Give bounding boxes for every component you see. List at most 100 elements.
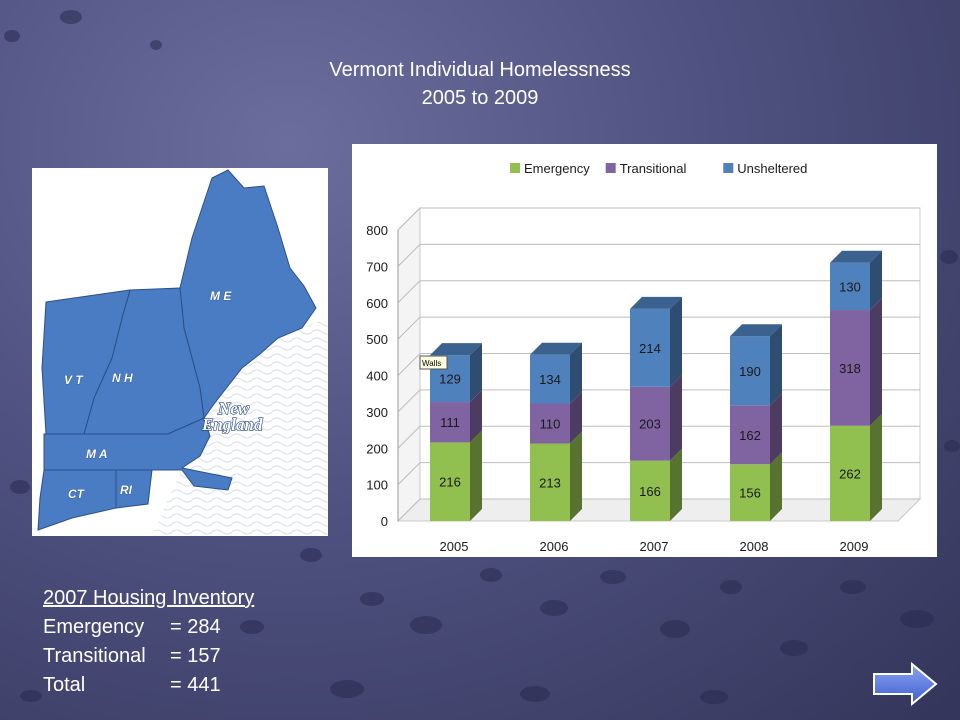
chart-legend: Emergency Transitional Unsheltered	[510, 161, 807, 176]
bar-value-label: 162	[739, 428, 761, 443]
y-tick-label: 100	[366, 478, 388, 493]
map-label-me: M E	[210, 289, 232, 303]
x-tick-label: 2005	[440, 539, 469, 554]
y-tick-label: 800	[366, 223, 388, 238]
bar-value-label: 166	[639, 484, 661, 499]
bar-value-label: 129	[439, 372, 461, 387]
walls-tooltip-box	[419, 355, 448, 370]
bar-front	[630, 386, 670, 461]
bar-side	[770, 393, 782, 465]
bar-value-label: 214	[639, 341, 661, 356]
bar-side	[770, 452, 782, 521]
inventory-label: Total	[43, 674, 86, 696]
slide-title: Vermont Individual Homelessness	[329, 59, 631, 81]
bar-value-label: 203	[639, 417, 661, 432]
bar-segment-unsheltered-2005	[430, 343, 482, 403]
map-label-new: New	[217, 399, 250, 418]
map-label-ma: M A	[86, 447, 108, 461]
y-tick-label: 300	[366, 405, 388, 420]
legend-swatch	[605, 163, 616, 173]
inventory-title: 2007 Housing Inventory	[43, 587, 255, 609]
bar-side	[470, 390, 482, 443]
chart-axes: 0 100 200 300 400 500 600 700 800 2005 2006 2007 200…	[366, 223, 868, 554]
y-tick-label: 200	[366, 441, 388, 456]
bar-top	[830, 250, 882, 263]
new-england-map: M E V T N H M A CT RI New England	[32, 168, 328, 536]
bar-value-label: 110	[540, 417, 561, 432]
bar-side	[570, 431, 582, 521]
bar-segment-transitional-2009	[830, 298, 882, 426]
bar-front	[630, 308, 670, 387]
bar-segment-emergency-2008	[730, 452, 782, 521]
inventory-row-transitional: Transitional = 157	[43, 642, 254, 671]
bar-segment-unsheltered-2008	[730, 324, 782, 406]
chart-bars: 216 111 129 213 110 134 166 203 214 156 162 190 262 3…	[430, 250, 882, 521]
inventory-row-total: Total = 441	[43, 671, 254, 700]
bar-segment-transitional-2005	[430, 390, 482, 443]
x-tick-label: 2006	[540, 539, 569, 554]
inventory-value: = 284	[170, 616, 221, 638]
chart-annotation: Walls	[419, 355, 448, 370]
ri-shape	[115, 469, 153, 509]
bar-front	[830, 262, 870, 311]
gridline	[397, 280, 920, 304]
chart-svg: 0 100 200 300 400 500 600 700 800 2005 2006 2007 200…	[366, 161, 922, 554]
bar-front	[730, 405, 770, 465]
legend-swatch	[510, 163, 520, 173]
bar-side	[870, 298, 882, 426]
bar-side	[470, 430, 482, 521]
next-slide-button[interactable]	[872, 661, 938, 707]
bar-value-label: 318	[839, 361, 861, 376]
y-tick-label: 500	[366, 332, 388, 347]
bar-side	[870, 413, 882, 521]
gridline	[397, 207, 920, 231]
bar-segment-emergency-2009	[830, 413, 882, 521]
bar-value-label: 216	[439, 475, 461, 490]
map-label-england: England	[201, 415, 263, 434]
inventory-label: Transitional	[43, 645, 146, 667]
bar-side	[470, 343, 482, 403]
homelessness-chart: 0 100 200 300 400 500 600 700 800 2005 2006 2007 200…	[352, 144, 937, 557]
bar-value-label: 262	[839, 466, 861, 481]
bar-segment-unsheltered-2007	[630, 296, 682, 387]
legend-entry: Unsheltered	[737, 161, 807, 176]
bar-front	[430, 442, 470, 521]
legend-entry: Transitional	[620, 161, 687, 176]
bar-front	[730, 464, 770, 521]
bar-side	[570, 342, 582, 404]
bar-value-label: 156	[739, 486, 761, 501]
bar-segment-transitional-2007	[630, 374, 682, 461]
bar-value-label: 190	[739, 364, 761, 379]
legend-entry: Emergency	[524, 161, 590, 176]
y-tick-label: 400	[366, 369, 388, 384]
gridline	[397, 316, 920, 340]
inventory-label: Emergency	[43, 616, 145, 638]
bar-segment-emergency-2005	[430, 430, 482, 521]
right-arrow-icon	[873, 661, 938, 707]
bar-segment-emergency-2007	[630, 448, 682, 521]
bar-side	[670, 448, 682, 521]
inventory-value: = 441	[170, 674, 221, 696]
bar-top	[630, 296, 682, 309]
gridline	[397, 243, 920, 267]
bar-front	[730, 336, 770, 406]
bar-segment-unsheltered-2006	[530, 342, 582, 404]
x-tick-label: 2007	[640, 539, 669, 554]
map-label-ri: RI	[120, 483, 133, 497]
bar-side	[870, 250, 882, 311]
map-label-vt: V T	[64, 373, 84, 387]
inventory-row-emergency: Emergency = 284	[43, 613, 254, 642]
map-label-nh: N H	[112, 371, 133, 385]
bar-value-label: 213	[539, 475, 561, 490]
bar-side	[670, 296, 682, 387]
bar-front	[530, 403, 570, 444]
bar-side	[770, 324, 782, 406]
bar-value-label: 111	[440, 415, 460, 430]
y-tick-label: 700	[366, 259, 388, 274]
bar-front	[830, 425, 870, 521]
bar-front	[530, 354, 570, 404]
bar-front	[830, 310, 870, 426]
x-tick-label: 2008	[740, 539, 769, 554]
bar-segment-unsheltered-2009	[830, 250, 882, 311]
bar-side	[570, 391, 582, 444]
